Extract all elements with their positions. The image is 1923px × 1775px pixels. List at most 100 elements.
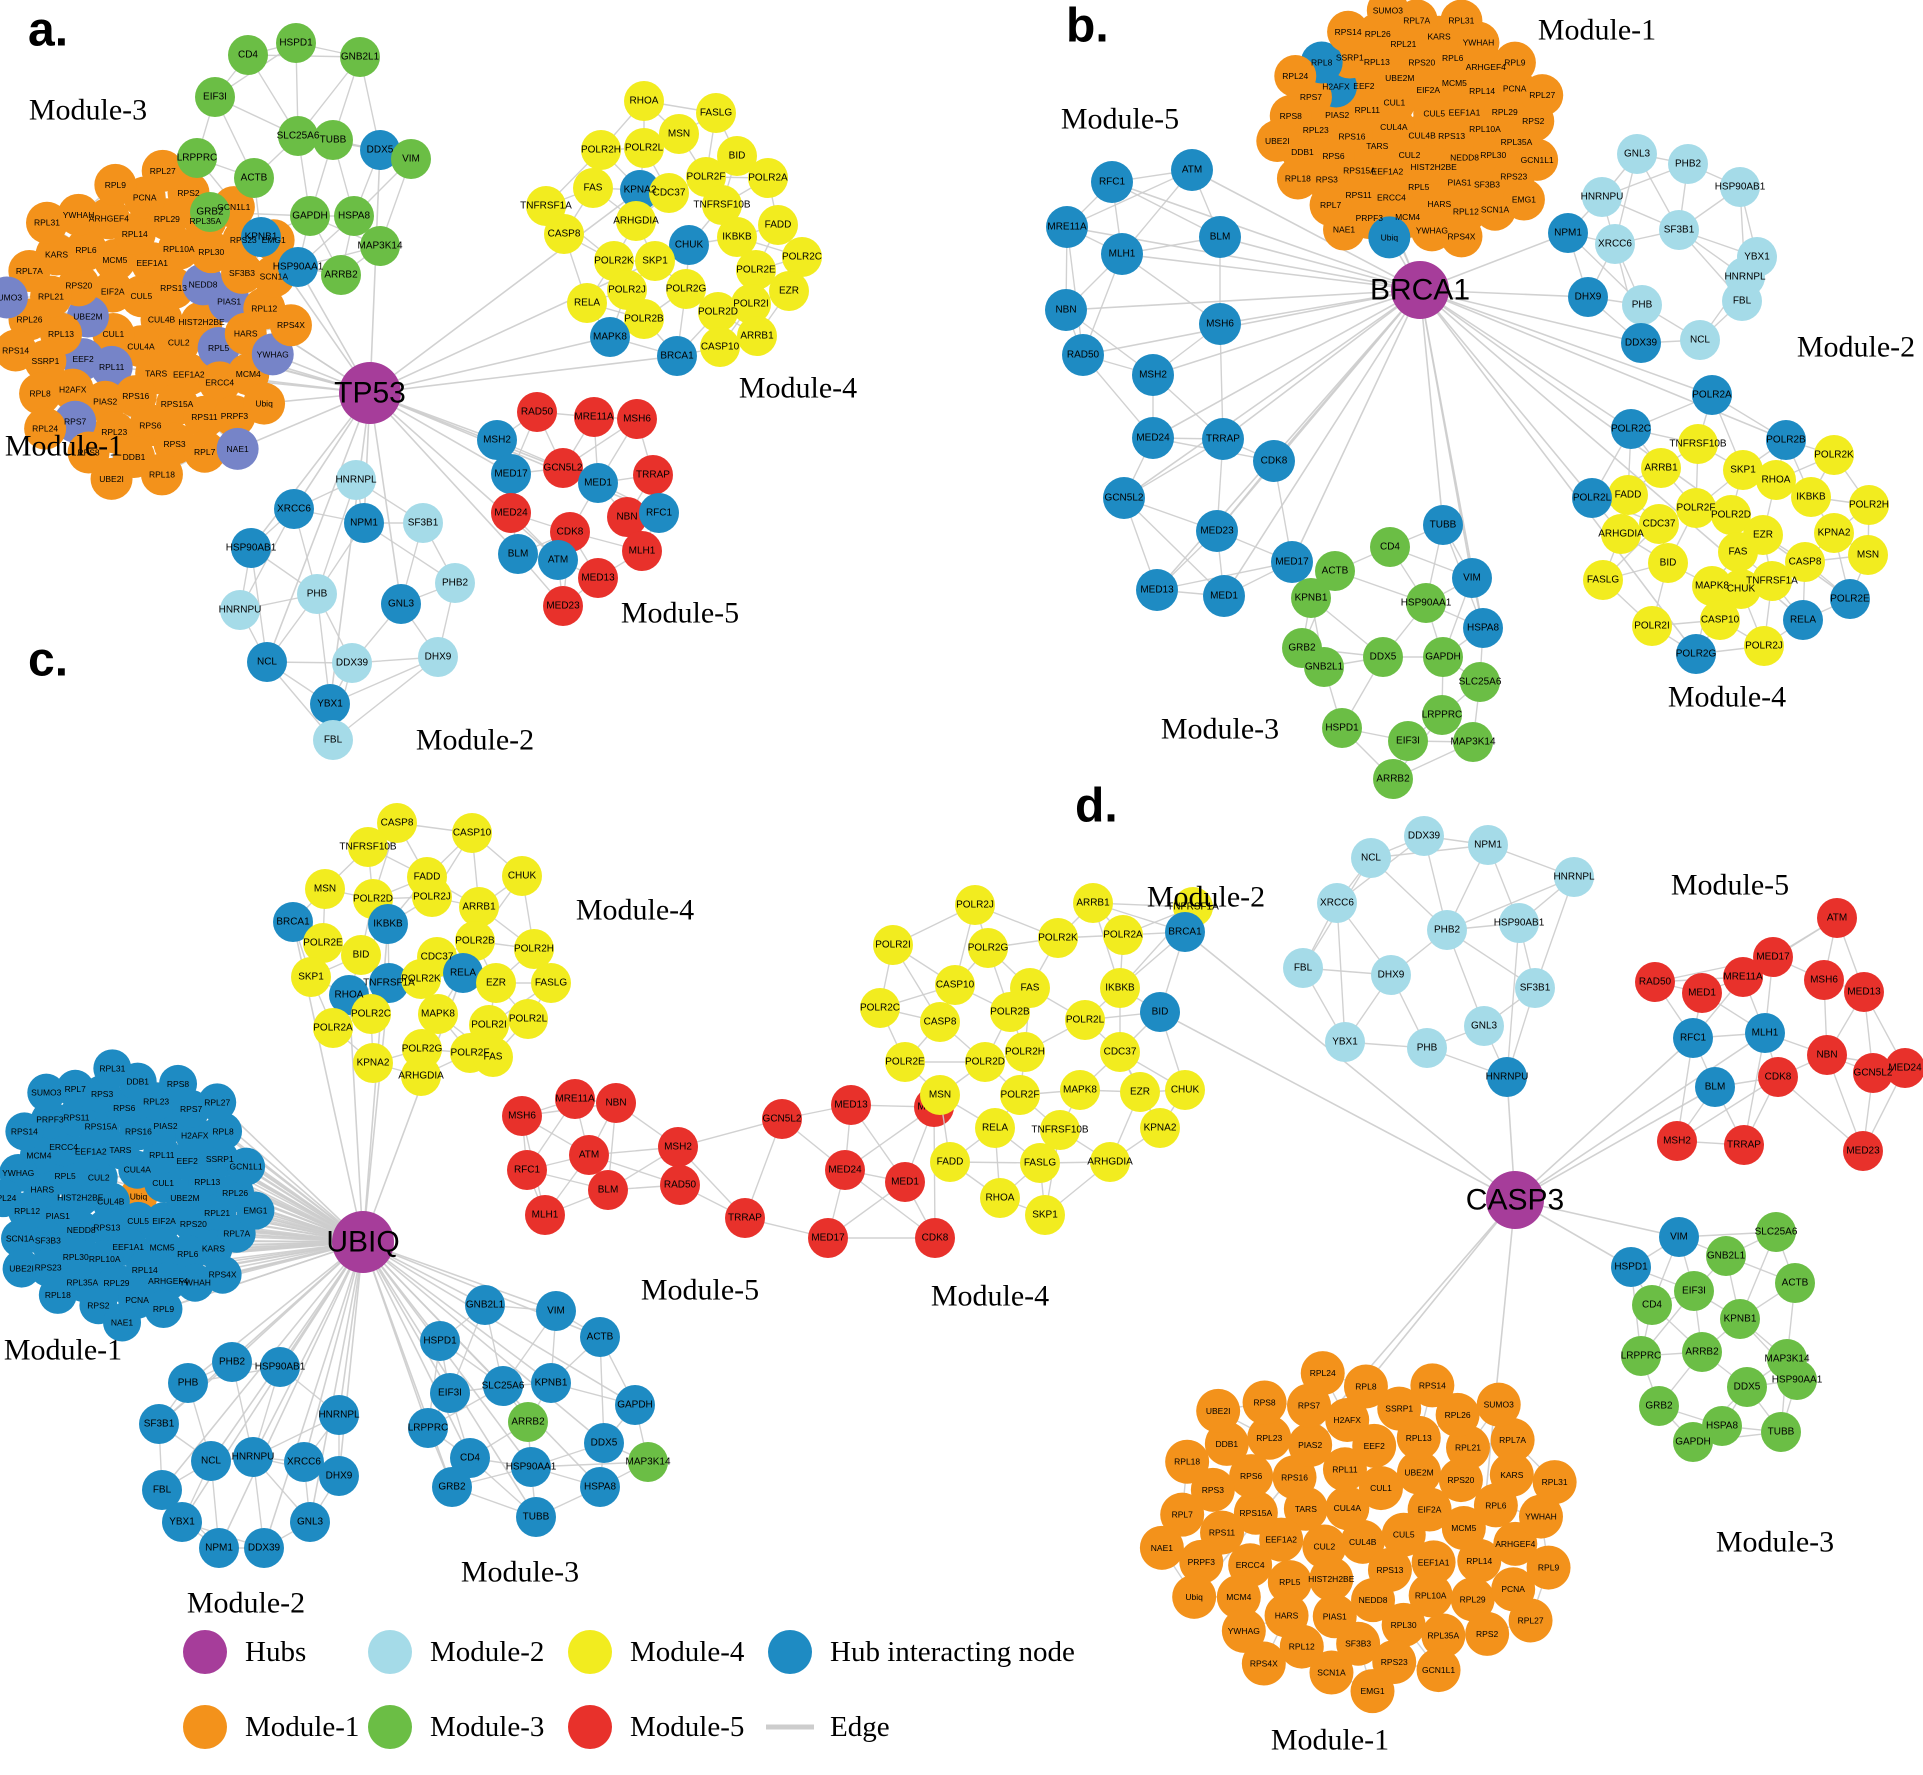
node-SCN1A bbox=[1, 1219, 40, 1258]
node-HSPD1 bbox=[1611, 1247, 1651, 1287]
node-CASP8 bbox=[544, 214, 584, 254]
node-KPNB1 bbox=[1291, 578, 1331, 618]
node-GAPDH bbox=[290, 196, 330, 236]
node-H2AFX bbox=[51, 368, 94, 411]
hub-edge bbox=[1291, 289, 1421, 563]
node-RAD50 bbox=[1062, 334, 1104, 376]
node-SF3B1 bbox=[1515, 968, 1555, 1008]
node-NAE1 bbox=[1139, 1525, 1184, 1570]
node-DDX39 bbox=[244, 1528, 284, 1568]
node-SUMO3 bbox=[1366, 0, 1409, 32]
node-NBN bbox=[1807, 1035, 1847, 1075]
node-DDX5 bbox=[584, 1423, 624, 1463]
node-POLR2H bbox=[1005, 1032, 1045, 1072]
node-MSH6 bbox=[1199, 303, 1241, 345]
node-MED17 bbox=[808, 1218, 848, 1258]
node-RPL8 bbox=[19, 372, 62, 415]
node-ATM bbox=[569, 1135, 609, 1175]
node-POLR2L bbox=[624, 128, 664, 168]
node-POLR2A bbox=[313, 1008, 353, 1048]
node-ACTB bbox=[1775, 1263, 1815, 1303]
hub-edge bbox=[216, 1101, 364, 1243]
node-CUL4A bbox=[1325, 1486, 1370, 1531]
legend-label-module-3: Module-3 bbox=[430, 1711, 544, 1743]
node-NCL bbox=[1351, 838, 1391, 878]
node-BRCA1 bbox=[273, 902, 313, 942]
node-POLR2G bbox=[968, 928, 1008, 968]
node-SUMO3 bbox=[0, 276, 28, 319]
legend-swatch-module-2 bbox=[368, 1630, 412, 1674]
node-HNRNPL bbox=[319, 1395, 359, 1435]
node-MED24 bbox=[825, 1150, 865, 1190]
node-GAPDH bbox=[1423, 637, 1463, 677]
node-RELA bbox=[443, 953, 483, 993]
node-SUMO3 bbox=[27, 1073, 66, 1112]
node-ATM bbox=[1817, 898, 1857, 938]
node-EMG1 bbox=[1350, 1669, 1395, 1714]
node-VIM bbox=[536, 1291, 576, 1331]
hub-edge bbox=[266, 392, 371, 663]
node-RELA bbox=[567, 283, 607, 323]
node-RHOA bbox=[980, 1178, 1020, 1218]
node-RPL7 bbox=[183, 430, 226, 473]
legend-swatch-hubs bbox=[183, 1630, 227, 1674]
node-XRCC6 bbox=[1317, 883, 1357, 923]
node-RPL24 bbox=[1300, 1351, 1345, 1396]
node-GAPDH bbox=[615, 1385, 655, 1425]
node-PHB bbox=[297, 574, 337, 614]
node-FASLG bbox=[531, 963, 571, 1003]
node-POLR2A bbox=[1692, 375, 1732, 415]
node-POLR2C bbox=[351, 994, 391, 1034]
node-CHUK bbox=[502, 856, 542, 896]
node-NBN bbox=[596, 1083, 636, 1123]
node-CASP8 bbox=[1785, 542, 1825, 582]
node-RPL7 bbox=[1160, 1492, 1205, 1537]
hub-edge bbox=[1419, 289, 1444, 526]
hub-edge bbox=[1514, 1086, 1716, 1201]
node-PHB bbox=[1407, 1028, 1447, 1068]
node-VIM bbox=[1452, 558, 1492, 598]
node-YBX1 bbox=[162, 1502, 202, 1542]
node-FBL bbox=[1283, 948, 1323, 988]
node-POLR2E bbox=[736, 250, 776, 290]
node-TUBB bbox=[313, 120, 353, 160]
node-YWHAH bbox=[1518, 1494, 1563, 1539]
node-HSPA8 bbox=[1463, 608, 1503, 648]
module-label-d-Module-5: Module-5 bbox=[1671, 869, 1789, 902]
node-BLM bbox=[1199, 216, 1241, 258]
hub-edge bbox=[250, 392, 371, 549]
node-POLR2K bbox=[1038, 918, 1078, 958]
node-TUBB bbox=[516, 1497, 556, 1537]
node-TUBB bbox=[1761, 1412, 1801, 1452]
node-RPL12 bbox=[1279, 1624, 1324, 1669]
node-KPNB1 bbox=[1720, 1299, 1760, 1339]
node-IKBKB bbox=[368, 904, 408, 944]
node-HSP90AA1 bbox=[1406, 583, 1446, 623]
module-label-c-Module-3: Module-3 bbox=[461, 1556, 579, 1589]
node-KPNA2 bbox=[620, 170, 660, 210]
node-FAS bbox=[473, 1037, 513, 1077]
hub-edge bbox=[362, 1241, 605, 1444]
node-RPL18 bbox=[140, 453, 183, 496]
node-RFC1 bbox=[1673, 1018, 1713, 1058]
legend-label-edge: Edge bbox=[830, 1711, 890, 1743]
hub-edge bbox=[348, 994, 364, 1243]
panel-a-nodes bbox=[0, 23, 822, 760]
node-IKBKB bbox=[1791, 477, 1831, 517]
node-MRE11A bbox=[1046, 206, 1088, 248]
module-label-b-Module-2: Module-2 bbox=[1797, 331, 1915, 364]
node-CDC37 bbox=[649, 173, 689, 213]
hub-edge bbox=[1191, 169, 1421, 291]
node-SUMO3 bbox=[1476, 1382, 1521, 1427]
node-GCN1L1 bbox=[227, 1147, 266, 1186]
node-TNFRSF10B bbox=[702, 185, 742, 225]
node-SF3B1 bbox=[139, 1404, 179, 1444]
module-label-c-Module-4: Module-4 bbox=[576, 894, 694, 927]
node-KPNA2 bbox=[353, 1043, 393, 1083]
node-NCL bbox=[191, 1441, 231, 1481]
node-XRCC6 bbox=[274, 489, 314, 529]
node-LRPPRC bbox=[1422, 695, 1462, 735]
hub-edge bbox=[369, 189, 641, 394]
